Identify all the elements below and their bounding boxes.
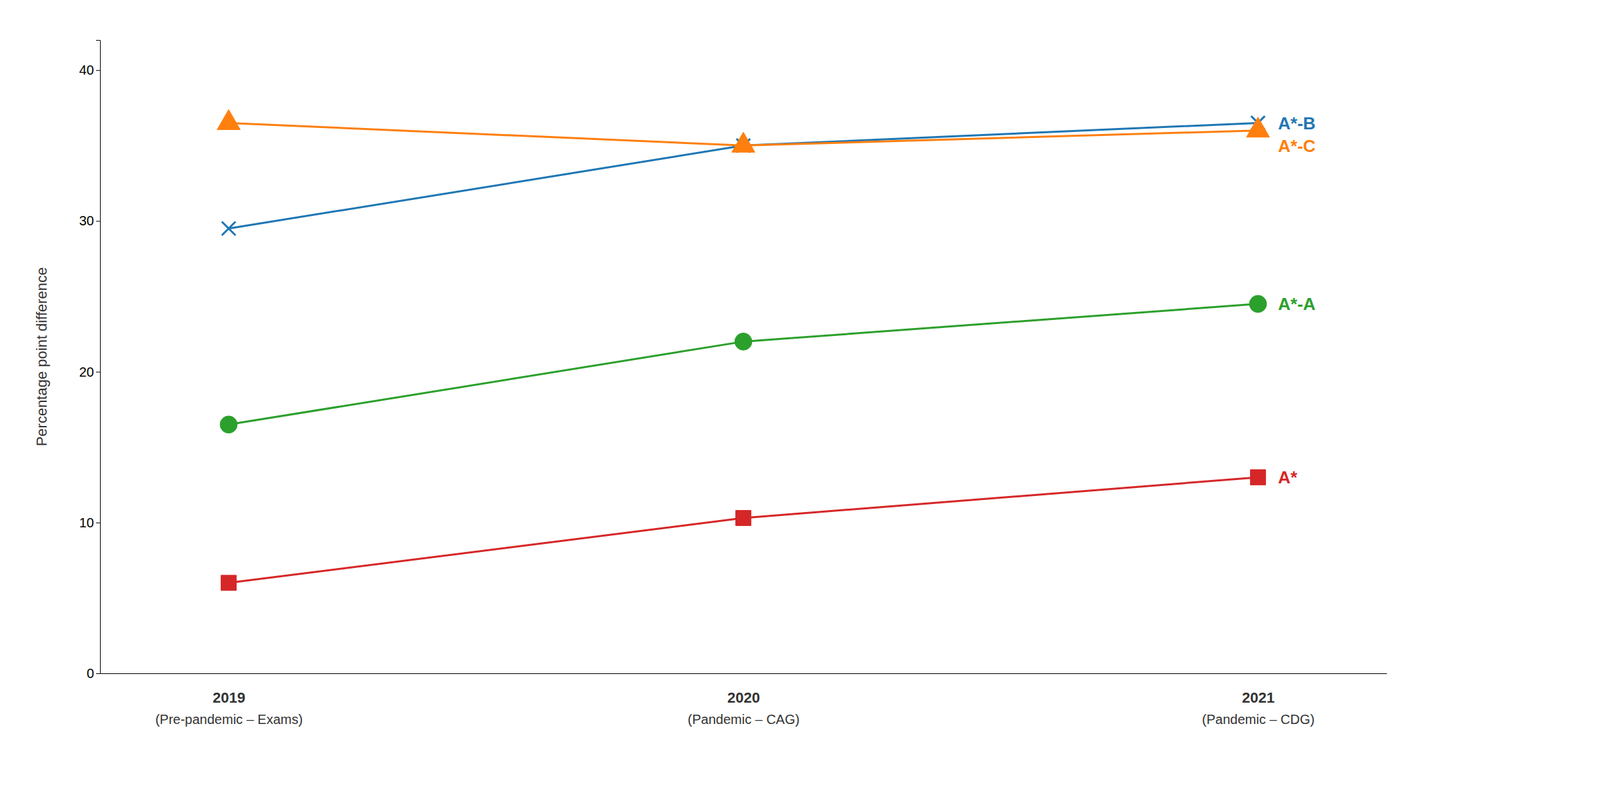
end-labels: A*-BA*-C A*-A A* [1278,113,1316,488]
y-tick-label: 20 [79,364,94,380]
x-axis-line [100,673,1388,674]
x-tick: 2019(Pre-pandemic – Exams) [155,689,303,727]
marker [732,132,756,152]
y-tick-label: 10 [79,515,94,530]
marker [221,575,237,591]
series-label: A*-B [1278,113,1316,134]
line [228,477,1258,583]
series-label: A* [1278,467,1298,488]
series [222,116,1265,236]
marker [222,221,236,235]
x-tick: 2021(Pandemic – CDG) [1202,689,1315,727]
marker [1249,295,1267,313]
x-tick-label: 2019(Pre-pandemic – Exams) [155,689,303,727]
x-tick-label: 2020(Pandemic – CAG) [688,689,800,727]
plot: 0 10 20 30 40 2019(Pre-pandemic – Exams) 2020(… [79,40,1388,727]
y-tick-mark [96,70,100,71]
marker [736,510,752,526]
line [228,304,1258,425]
x-tick: 2020(Pandemic – CAG) [688,689,800,727]
y-tick-label: 0 [86,666,94,681]
y-tick: 40 [79,62,100,78]
y-tick: 20 [79,364,100,380]
series [217,109,1270,152]
series [220,295,1267,434]
y-axis: 0 10 20 30 40 [79,40,101,681]
marker [1250,470,1266,486]
series-label: A*-C [1278,136,1316,156]
marker [220,416,238,434]
x-axis: 2019(Pre-pandemic – Exams) 2020(Pandemic … [100,674,1388,727]
y-tick-mark [96,372,100,373]
marker [734,333,752,351]
y-tick-mark [96,522,100,524]
chart: 0 10 20 30 40 2019(Pre-pandemic – Exams) 2020(… [0,0,1600,800]
y-axis-title: Percentage point difference [33,267,50,447]
marker [1246,117,1270,138]
y-tick: 10 [79,515,100,530]
marks [217,109,1270,590]
series [221,470,1266,591]
y-tick-mark [96,673,100,674]
y-tick: 0 [86,666,100,681]
y-tick-mark [96,220,100,222]
y-tick-label: 40 [79,62,94,78]
marker [217,109,241,130]
y-tick-label: 30 [79,213,94,228]
series-label: A*-A [1278,294,1316,314]
line [228,122,1258,228]
x-tick-label: 2021(Pandemic – CDG) [1202,689,1315,727]
y-axis-line [96,40,101,674]
y-tick: 30 [79,213,100,228]
